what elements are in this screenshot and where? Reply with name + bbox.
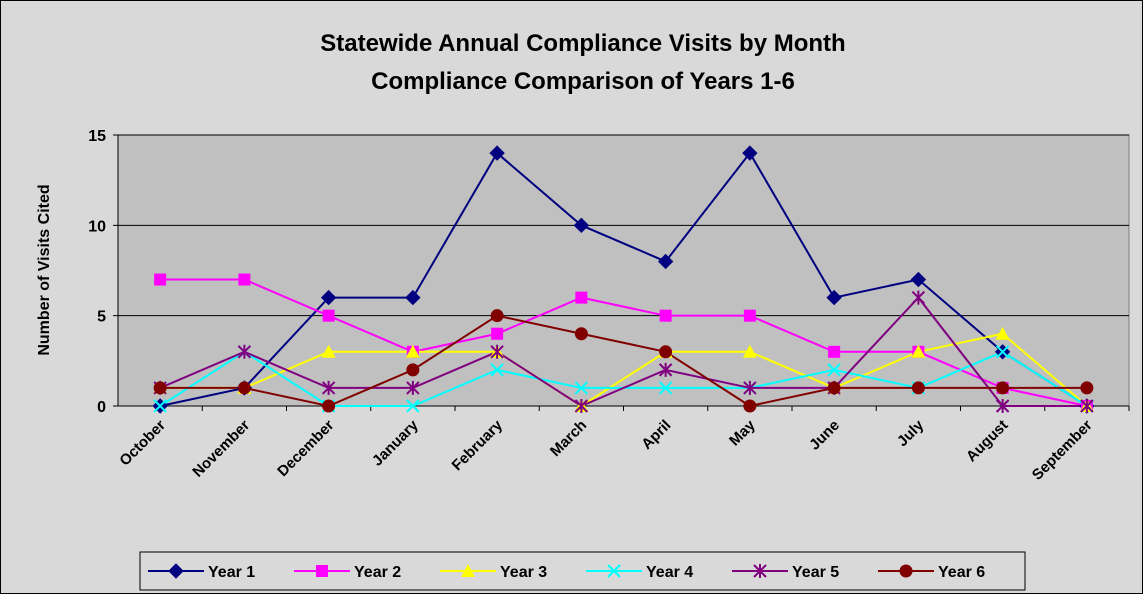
data-point [406,363,420,377]
legend-label: Year 4 [646,564,693,581]
y-tick-label: 15 [88,128,106,145]
data-point [320,289,337,306]
data-point [153,381,167,395]
data-point [742,145,758,161]
data-point [827,381,841,395]
data-point [321,380,336,395]
data-point [574,381,589,395]
data-point [911,344,926,358]
data-point [406,399,420,413]
legend-marker [753,564,767,578]
data-point [1080,399,1094,413]
data-point [405,289,421,306]
legend [139,551,1026,591]
legend-label: Year 6 [938,564,985,581]
series-line [160,332,1088,408]
data-point [406,380,420,395]
legend-label: Year 2 [354,564,401,581]
data-point [826,289,842,306]
data-point [659,345,673,359]
data-point [490,363,504,377]
data-point [657,253,674,270]
data-point [575,291,588,304]
data-point [490,344,504,359]
series-line [159,151,1088,407]
data-point [1080,381,1094,395]
data-point [996,381,1010,395]
legend-marker [461,564,475,577]
legend-label: Year 3 [500,564,547,581]
data-point [659,309,672,322]
data-point [573,217,590,234]
data-point [322,399,336,413]
data-point [153,399,167,413]
data-point [322,309,335,322]
data-point [828,345,841,358]
data-point [321,344,336,358]
series-line [160,278,1088,407]
legend-marker [607,564,621,578]
data-point [154,273,167,286]
series-line [159,296,1087,408]
data-point [574,399,589,413]
legend-label: Year 1 [208,564,255,581]
data-point [743,399,757,413]
data-point [995,399,1010,413]
plot-area [117,134,1130,407]
data-point [742,344,757,358]
chart-subtitle: Compliance Comparison of Years 1-6 [371,68,795,95]
data-point [489,145,505,161]
y-axis-label: Number of Visits Cited [36,184,53,355]
data-point [743,309,756,322]
legend-label: Year 5 [792,564,839,581]
data-point [405,344,420,358]
data-point [911,290,926,305]
data-point [743,380,757,395]
data-point [995,345,1010,359]
data-point [238,273,251,286]
y-tick-label: 5 [97,309,106,326]
data-point [237,344,252,359]
data-point [574,327,588,341]
data-point [237,381,251,395]
data-point [658,381,673,395]
y-tick-label: 10 [88,218,106,235]
data-point [491,327,504,340]
series-line [160,314,1087,408]
data-point [490,309,504,323]
legend-marker [316,565,328,577]
data-point [658,362,673,377]
y-tick-label: 0 [97,399,106,416]
legend-marker [899,564,913,578]
chart-title: Statewide Annual Compliance Visits by Mo… [320,30,845,57]
data-point [827,363,841,377]
data-point [995,326,1010,340]
data-point [910,271,927,288]
data-point [911,381,925,395]
legend-marker [168,563,184,579]
